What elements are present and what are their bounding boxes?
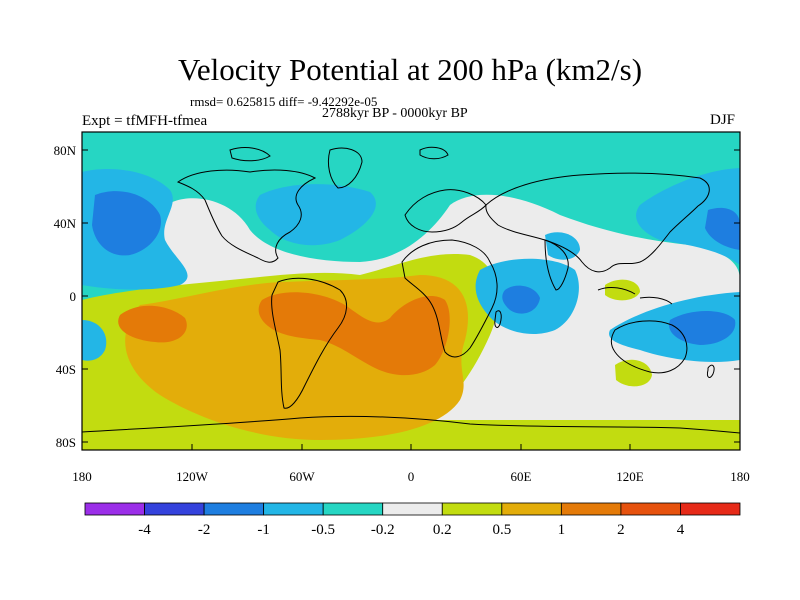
map-title: Velocity Potential at 200 hPa (km2/s) bbox=[177, 52, 643, 87]
lat-tick-label-0: 80N bbox=[54, 143, 77, 158]
colorbar-label: -1 bbox=[257, 522, 270, 538]
coastline-africa bbox=[401, 239, 498, 358]
coastline-new-zealand bbox=[707, 364, 715, 378]
colorbar-label: 0.5 bbox=[492, 522, 511, 538]
field-neg-northeast-strong bbox=[705, 207, 740, 250]
field-neg-spacific bbox=[82, 320, 107, 361]
colorbar-swatch bbox=[144, 502, 205, 516]
colorbar-swatch bbox=[322, 502, 384, 516]
coastline-south-america bbox=[271, 277, 347, 409]
colorbar-swatch bbox=[501, 502, 562, 516]
colorbar-label: 4 bbox=[677, 522, 685, 538]
coastline-asia bbox=[485, 172, 710, 273]
lon-tick-label-3: 0 bbox=[408, 469, 415, 484]
colorbar-swatch bbox=[203, 502, 265, 516]
lon-tick-label-6: 180 bbox=[730, 469, 750, 484]
colorbar-label: -0.5 bbox=[311, 522, 335, 538]
field-pos-weak-australia bbox=[615, 359, 652, 387]
field-pos-mid bbox=[125, 275, 468, 440]
lat-tick-label-1: 40N bbox=[54, 216, 77, 231]
colorbar-label: -4 bbox=[138, 522, 151, 538]
coastline-antarctica bbox=[82, 415, 740, 434]
lon-tick-label-2: 60W bbox=[289, 469, 315, 484]
colorbar: -4 -2 -1 -0.5 -0.2 0.2 0.5 1 2 4 bbox=[84, 502, 741, 538]
colorbar-swatch bbox=[620, 502, 681, 516]
lat-tick-label-2: 0 bbox=[70, 289, 77, 304]
coastline-arctic-islands bbox=[229, 146, 449, 162]
coastline-north-america bbox=[176, 169, 317, 263]
field-pos-strong-samerica bbox=[258, 292, 450, 376]
colorbar-swatch bbox=[560, 502, 622, 516]
field-neg-northeast bbox=[636, 168, 740, 265]
field-neg-africa-strong bbox=[502, 285, 540, 314]
colorbar-swatch bbox=[680, 502, 741, 516]
field-pos-strong-pacific bbox=[118, 305, 187, 343]
field-neg-arabia bbox=[545, 232, 580, 260]
colorbar-label: 2 bbox=[617, 522, 625, 538]
colorbar-label: -0.2 bbox=[371, 522, 395, 538]
colorbar-swatch bbox=[263, 502, 324, 516]
coastline-madagascar bbox=[494, 310, 502, 328]
field-neg-wpacific-strong bbox=[669, 311, 736, 345]
rmsd-diff-stats: rmsd= 0.625815 diff= -9.42292e-05 bbox=[190, 94, 378, 109]
lon-tick-label-1: 120W bbox=[176, 469, 209, 484]
colorbar-swatch bbox=[382, 502, 443, 516]
colorbar-swatch bbox=[441, 502, 503, 516]
axis-tick-marks bbox=[81, 149, 741, 450]
colorbar-label: 0.2 bbox=[433, 522, 452, 538]
field-pos-weak-indonesia bbox=[605, 279, 640, 301]
coastline-indonesia bbox=[597, 286, 673, 305]
lat-tick-label-4: 80S bbox=[56, 435, 76, 450]
coastlines bbox=[82, 146, 740, 434]
coastline-australia bbox=[610, 320, 688, 374]
colorbar-label: -2 bbox=[198, 522, 211, 538]
colorbar-label: 1 bbox=[558, 522, 566, 538]
coastline-europe bbox=[404, 189, 487, 233]
lat-tick-label-3: 40S bbox=[56, 362, 76, 377]
coastline-india bbox=[544, 239, 569, 291]
velocity-potential-field bbox=[82, 132, 740, 450]
colorbar-swatch bbox=[84, 502, 145, 516]
lon-tick-label-4: 60E bbox=[511, 469, 532, 484]
coastline-greenland bbox=[327, 147, 363, 189]
experiment-label: Expt = tfMFH-tfmea bbox=[82, 113, 208, 129]
field-neg-npacific-strong bbox=[92, 191, 161, 256]
season-label: DJF bbox=[710, 112, 736, 128]
lon-tick-label-0: 180 bbox=[72, 469, 92, 484]
time-period-label: 2788kyr BP - 0000kyr BP bbox=[322, 106, 468, 121]
field-neg-natlantic bbox=[255, 184, 376, 246]
lon-tick-label-5: 120E bbox=[616, 469, 644, 484]
